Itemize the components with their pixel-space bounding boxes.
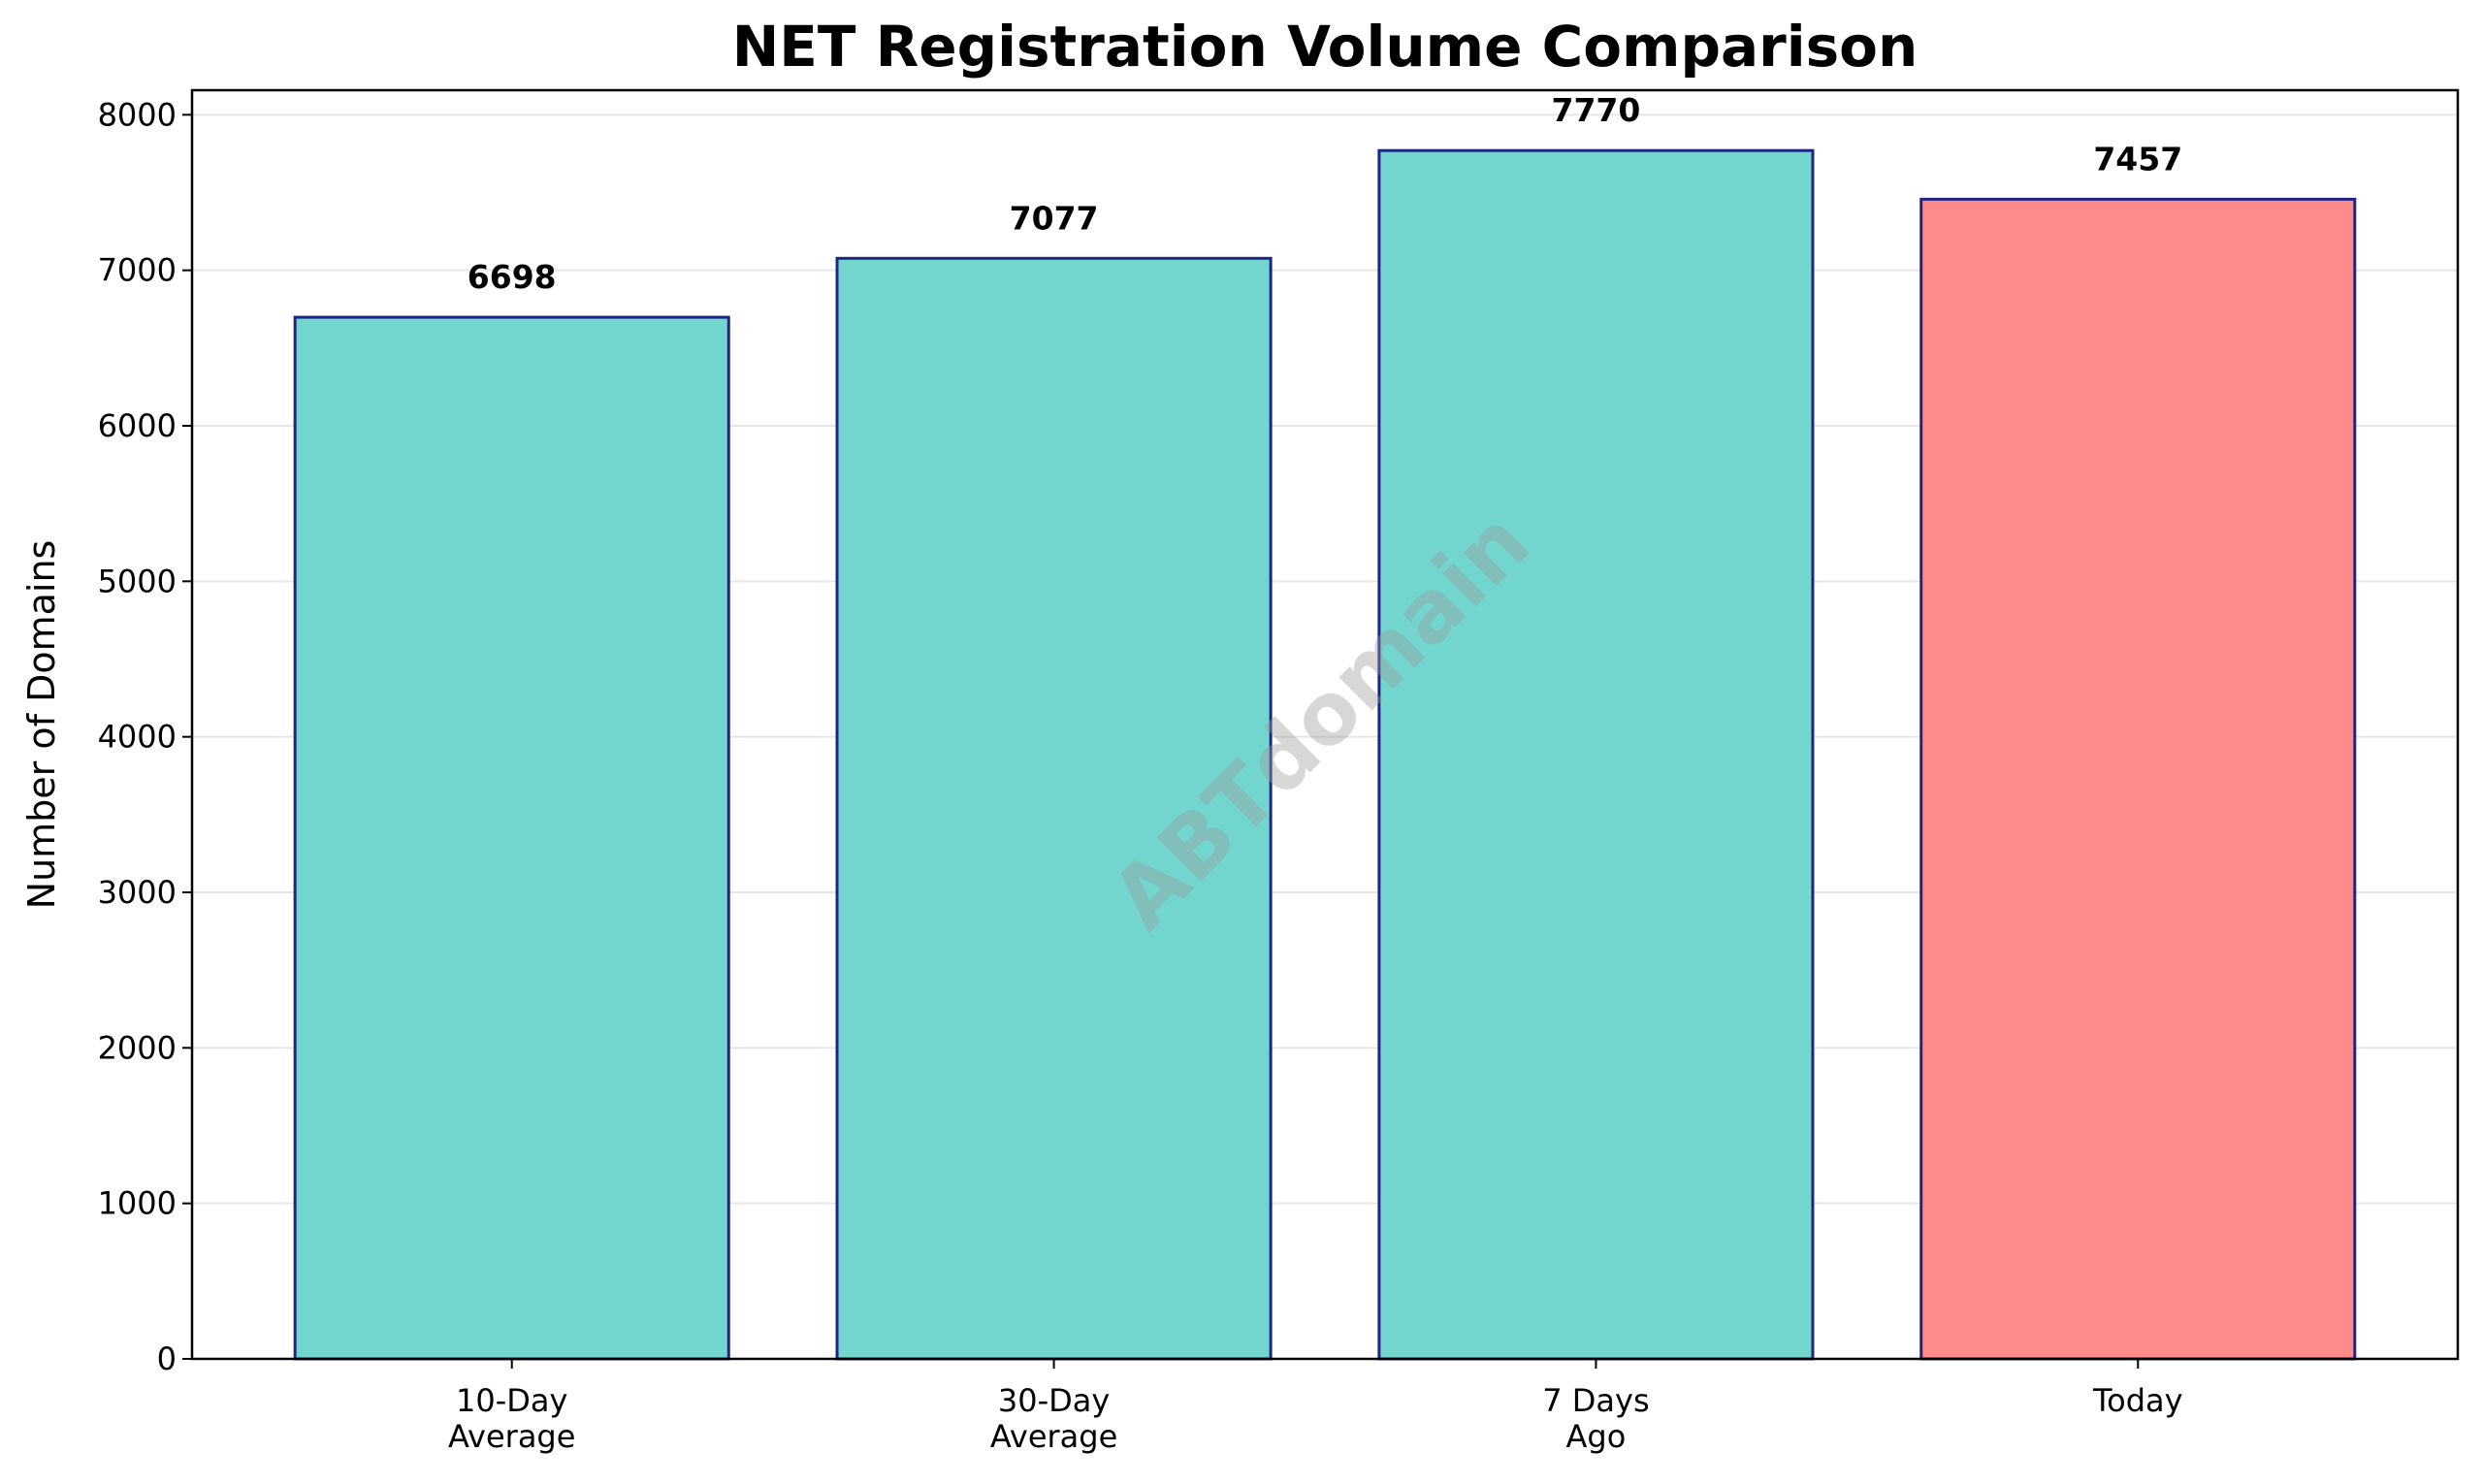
value-label: 7457 bbox=[2093, 140, 2182, 177]
chart-title: NET Registration Volume Comparison bbox=[732, 14, 1919, 80]
y-tick-label: 4000 bbox=[98, 719, 177, 756]
y-tick-label: 2000 bbox=[98, 1029, 177, 1066]
x-tick-label: 7 Days Ago bbox=[1542, 1382, 1649, 1455]
y-tick-label: 1000 bbox=[98, 1185, 177, 1222]
y-axis-label: Number of Domains bbox=[20, 540, 63, 910]
bar bbox=[293, 315, 730, 1361]
x-tick-label: Today bbox=[2092, 1382, 2183, 1419]
x-tick-label: 30-Day Average bbox=[990, 1382, 1117, 1455]
y-tick-label: 7000 bbox=[98, 252, 177, 289]
x-tick-label: 10-Day Average bbox=[448, 1382, 575, 1455]
y-tick-label: 8000 bbox=[98, 96, 177, 133]
bar bbox=[1377, 148, 1815, 1361]
value-label: 6698 bbox=[468, 258, 557, 296]
bar bbox=[1919, 197, 2357, 1361]
plot-frame bbox=[190, 88, 2460, 1361]
value-label: 7770 bbox=[1551, 91, 1640, 129]
value-label: 7077 bbox=[1010, 199, 1099, 237]
bar bbox=[835, 256, 1273, 1361]
y-tick-label: 0 bbox=[157, 1340, 177, 1377]
y-tick-label: 3000 bbox=[98, 874, 177, 911]
y-tick-label: 5000 bbox=[98, 563, 177, 599]
y-tick-label: 6000 bbox=[98, 407, 177, 444]
